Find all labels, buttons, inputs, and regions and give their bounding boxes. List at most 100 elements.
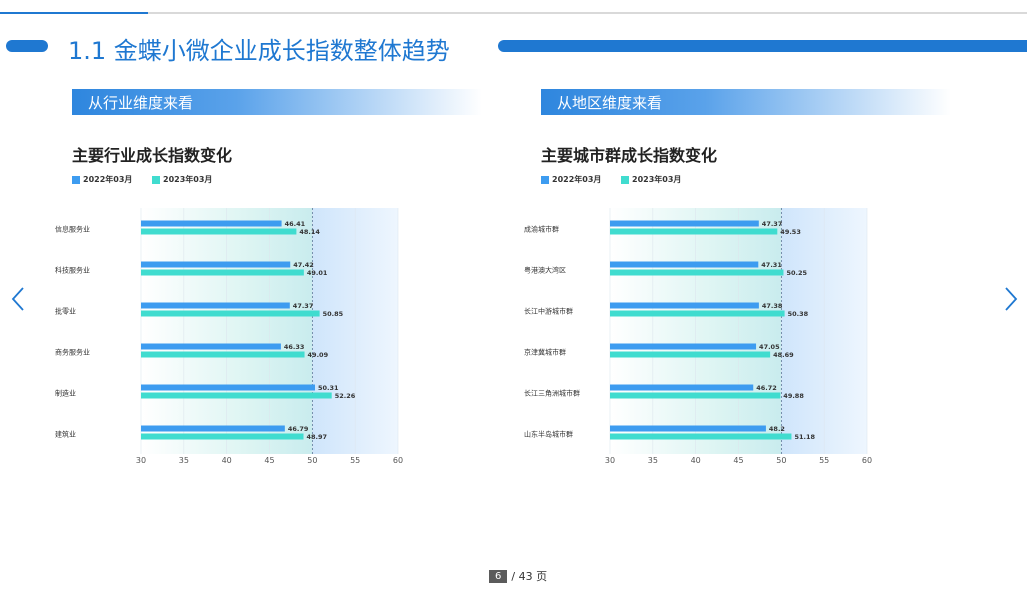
current-page[interactable]: 6 <box>489 569 508 583</box>
section-header-industry: 从行业维度来看 <box>72 89 482 115</box>
bar-2023 <box>141 310 320 317</box>
category-label: 建筑业 <box>55 430 76 439</box>
x-tick-label: 50 <box>307 456 317 465</box>
data-label: 47.42 <box>293 261 314 269</box>
legend-swatch <box>541 175 549 184</box>
x-tick-label: 30 <box>136 456 146 465</box>
category-label: 长江三角洲城市群 <box>524 389 580 398</box>
bar-2023 <box>141 351 305 358</box>
chevron-left-icon <box>11 287 24 311</box>
legend-label: 2022年03月 <box>552 175 602 184</box>
bar-2023 <box>610 392 781 399</box>
section-label: 从地区维度来看 <box>557 94 663 112</box>
bar-2022 <box>141 261 291 268</box>
bar-2023 <box>610 310 785 317</box>
legend-swatch <box>152 175 160 184</box>
bar-2022 <box>610 261 759 268</box>
x-tick-label: 55 <box>350 456 360 465</box>
category-label: 批零业 <box>55 307 76 316</box>
page-title: 1.1 金蝶小微企业成长指数整体趋势 <box>68 37 450 65</box>
x-tick-label: 40 <box>222 456 232 465</box>
x-tick-label: 35 <box>179 456 189 465</box>
category-label: 京津冀城市群 <box>524 348 566 357</box>
data-label: 46.33 <box>284 343 305 351</box>
legend-label: 2023年03月 <box>632 175 682 184</box>
x-tick-label: 35 <box>648 456 658 465</box>
prev-page-button[interactable] <box>8 284 28 314</box>
x-tick-label: 55 <box>819 456 829 465</box>
x-tick-label: 50 <box>776 456 786 465</box>
legend-item-2022: 2022年03月 <box>541 174 601 185</box>
bar-2023 <box>610 269 784 276</box>
bar-2022 <box>610 384 754 391</box>
bar-2023 <box>610 433 792 440</box>
total-pages: / 43 页 <box>511 570 548 583</box>
data-label: 52.26 <box>335 392 356 400</box>
bar-2022 <box>610 425 766 432</box>
bar-2023 <box>141 228 297 235</box>
x-tick-label: 30 <box>605 456 615 465</box>
legend-label: 2023年03月 <box>163 175 213 184</box>
data-label: 46.41 <box>285 220 306 228</box>
legend-item-2023: 2023年03月 <box>621 174 681 185</box>
data-label: 47.38 <box>762 302 783 310</box>
legend-swatch <box>72 175 80 184</box>
bar-2023 <box>610 351 771 358</box>
chevron-right-icon <box>1005 287 1018 311</box>
bar-2023 <box>141 433 304 440</box>
category-label: 成渝城市群 <box>524 225 559 234</box>
bar-2022 <box>141 302 290 309</box>
x-tick-label: 60 <box>393 456 403 465</box>
bar-2022 <box>610 343 757 350</box>
section-header-region: 从地区维度来看 <box>541 89 951 115</box>
data-label: 48.14 <box>299 228 320 236</box>
data-label: 50.38 <box>788 310 809 318</box>
category-label: 长江中游城市群 <box>524 307 573 316</box>
data-label: 49.09 <box>308 351 329 359</box>
top-divider <box>0 12 1027 14</box>
bar-2022 <box>141 425 285 432</box>
category-label: 粤港澳大湾区 <box>524 266 566 275</box>
x-tick-label: 40 <box>691 456 701 465</box>
data-label: 51.18 <box>794 433 815 441</box>
title-decoration-left <box>6 40 48 52</box>
data-label: 50.25 <box>786 269 807 277</box>
bar-2022 <box>141 220 282 227</box>
data-label: 48.2 <box>769 425 785 433</box>
bar-2023 <box>610 228 778 235</box>
category-label: 制造业 <box>55 389 76 398</box>
legend-item-2022: 2022年03月 <box>72 174 132 185</box>
legend-label: 2022年03月 <box>83 175 133 184</box>
legend-swatch <box>621 175 629 184</box>
legend-item-2023: 2023年03月 <box>152 174 212 185</box>
x-tick-label: 45 <box>264 456 274 465</box>
top-divider-accent <box>0 12 148 14</box>
data-label: 46.79 <box>288 425 309 433</box>
title-decoration-right <box>498 40 1027 52</box>
chart-title-region: 主要城市群成长指数变化 <box>541 146 718 165</box>
data-label: 48.97 <box>307 433 328 441</box>
data-label: 47.37 <box>293 302 314 310</box>
page-indicator: 6 / 43 页 <box>489 568 547 584</box>
bar-2023 <box>141 269 304 276</box>
bar-2022 <box>610 220 759 227</box>
chart-title-industry: 主要行业成长指数变化 <box>72 146 233 165</box>
x-tick-label: 60 <box>862 456 872 465</box>
category-label: 商务服务业 <box>55 348 90 357</box>
data-label: 46.72 <box>756 384 777 392</box>
data-label: 49.01 <box>307 269 328 277</box>
data-label: 49.88 <box>783 392 804 400</box>
data-label: 47.05 <box>759 343 780 351</box>
section-label: 从行业维度来看 <box>88 94 194 112</box>
category-label: 信息服务业 <box>55 225 90 234</box>
bar-2022 <box>141 384 315 391</box>
bar-2022 <box>141 343 281 350</box>
category-label: 科技服务业 <box>55 266 90 275</box>
bar-2023 <box>141 392 332 399</box>
next-page-button[interactable] <box>1001 284 1021 314</box>
industry-bar-chart: 30 35 40 45 50 55 60信息服务业46.4148.14科技服务业47.424… <box>55 208 403 465</box>
bar-2022 <box>610 302 759 309</box>
data-label: 49.53 <box>780 228 801 236</box>
data-label: 47.37 <box>762 220 783 228</box>
